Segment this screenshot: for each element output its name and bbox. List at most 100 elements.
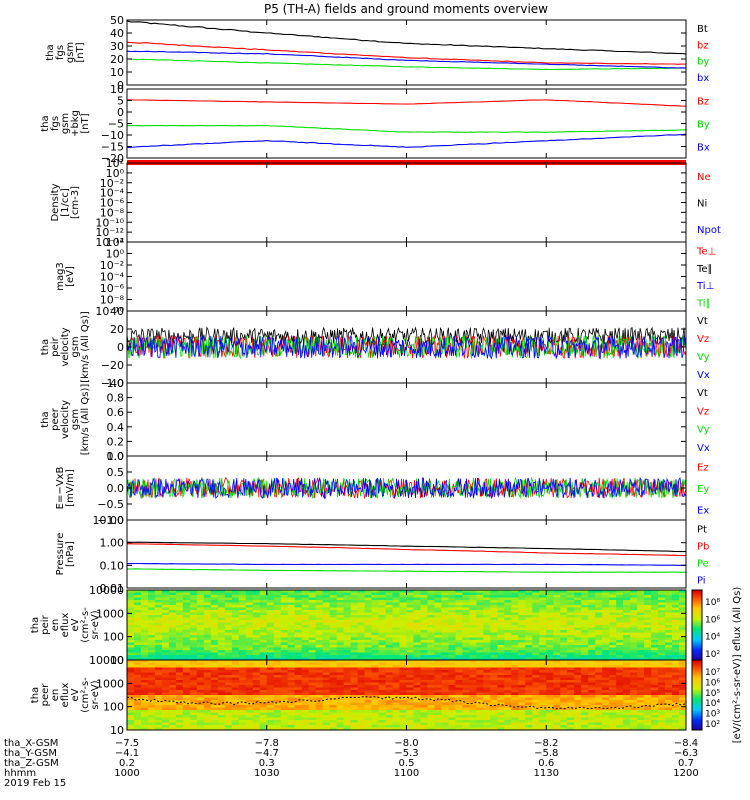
xaxis-value: −7.5: [115, 738, 139, 749]
colorbar-step: [692, 719, 702, 722]
heat-cell: [567, 622, 575, 626]
heat-cell: [294, 697, 303, 701]
heat-cell: [630, 617, 638, 621]
heat-cell: [224, 667, 233, 671]
heat-cell: [350, 627, 358, 631]
heat-cell: [175, 705, 184, 708]
heat-cell: [322, 702, 331, 706]
heat-cell: [448, 592, 456, 596]
heat-cell: [329, 617, 338, 621]
heat-cell: [679, 712, 687, 716]
heat-cell: [133, 695, 142, 698]
heat-cell: [469, 650, 477, 653]
heat-cell: [469, 710, 477, 713]
heat-cell: [518, 627, 526, 631]
heat-cell: [238, 717, 247, 721]
heat-cell: [252, 597, 261, 601]
heat-cell: [385, 650, 393, 653]
heat-cell: [245, 655, 254, 658]
heat-cell: [378, 665, 386, 668]
heat-cell: [133, 605, 142, 608]
heat-cell: [259, 642, 268, 646]
heat-cell: [602, 712, 610, 716]
heat-cell: [231, 607, 240, 611]
heat-cell: [133, 707, 142, 711]
heat-cell: [168, 600, 177, 603]
heat-cell: [301, 657, 310, 661]
heat-cell: [154, 722, 163, 726]
heat-cell: [455, 667, 463, 671]
heat-cell: [455, 682, 463, 686]
ylabel-line: fgs: [50, 116, 61, 131]
heat-cell: [203, 660, 212, 663]
heat-cell: [315, 682, 324, 686]
heat-cell: [392, 697, 400, 701]
heat-cell: [441, 602, 449, 606]
heat-cell: [182, 655, 191, 658]
heat-cell: [273, 707, 282, 711]
heat-cell: [259, 695, 268, 698]
heat-cell: [623, 702, 631, 706]
heat-cell: [357, 590, 365, 593]
heat-cell: [560, 652, 568, 656]
heat-cell: [203, 657, 212, 661]
heat-cell: [462, 727, 470, 731]
heat-cell: [140, 692, 149, 696]
heat-cell: [343, 642, 351, 646]
heat-cell: [127, 627, 135, 631]
heat-cell: [182, 595, 191, 598]
heat-cell: [651, 595, 659, 598]
heat-cell: [294, 652, 303, 656]
heat-cell: [357, 620, 365, 623]
ytick-label: 40: [110, 27, 124, 40]
heat-cell: [658, 705, 666, 708]
legend-Ti⊥: Ti⊥: [696, 281, 714, 292]
heat-cell: [427, 657, 435, 661]
heat-cell: [574, 597, 582, 601]
heat-cell: [371, 627, 379, 631]
heat-cell: [280, 710, 289, 713]
heat-cell: [175, 722, 184, 726]
heat-cell: [336, 687, 345, 691]
heat-cell: [539, 672, 547, 676]
heat-cell: [497, 677, 505, 681]
heat-cell: [476, 620, 484, 623]
heat-cell: [546, 640, 554, 643]
heat-cell: [679, 640, 687, 643]
heat-cell: [623, 605, 631, 608]
heat-cell: [560, 705, 568, 708]
heat-cell: [434, 592, 442, 596]
heat-cell: [574, 675, 582, 678]
heat-cell: [511, 697, 519, 701]
heat-cell: [175, 610, 184, 613]
heat-cell: [637, 617, 645, 621]
heat-cell: [630, 702, 638, 706]
heat-cell: [287, 697, 296, 701]
heat-cell: [147, 635, 156, 638]
heat-cell: [595, 720, 603, 723]
heat-cell: [161, 677, 170, 681]
heat-cell: [329, 662, 338, 666]
heat-cell: [560, 647, 568, 651]
heat-cell: [357, 662, 365, 666]
heat-cell: [434, 612, 442, 616]
heat-cell: [672, 600, 680, 603]
heat-cell: [623, 655, 631, 658]
heat-cell: [252, 612, 261, 616]
heat-cell: [539, 675, 547, 678]
heat-cell: [560, 722, 568, 726]
heat-cell: [455, 595, 463, 598]
heat-cell: [287, 600, 296, 603]
heat-cell: [140, 682, 149, 686]
heat-cell: [189, 637, 198, 641]
heat-cell: [644, 632, 652, 636]
heat-cell: [217, 677, 226, 681]
heat-cell: [287, 627, 296, 631]
heat-cell: [602, 622, 610, 626]
heat-cell: [371, 590, 379, 593]
heat-cell: [420, 657, 428, 661]
heat-cell: [287, 642, 296, 646]
heat-cell: [378, 635, 386, 638]
legend-Vy: Vy: [697, 425, 710, 436]
heat-cell: [455, 632, 463, 636]
